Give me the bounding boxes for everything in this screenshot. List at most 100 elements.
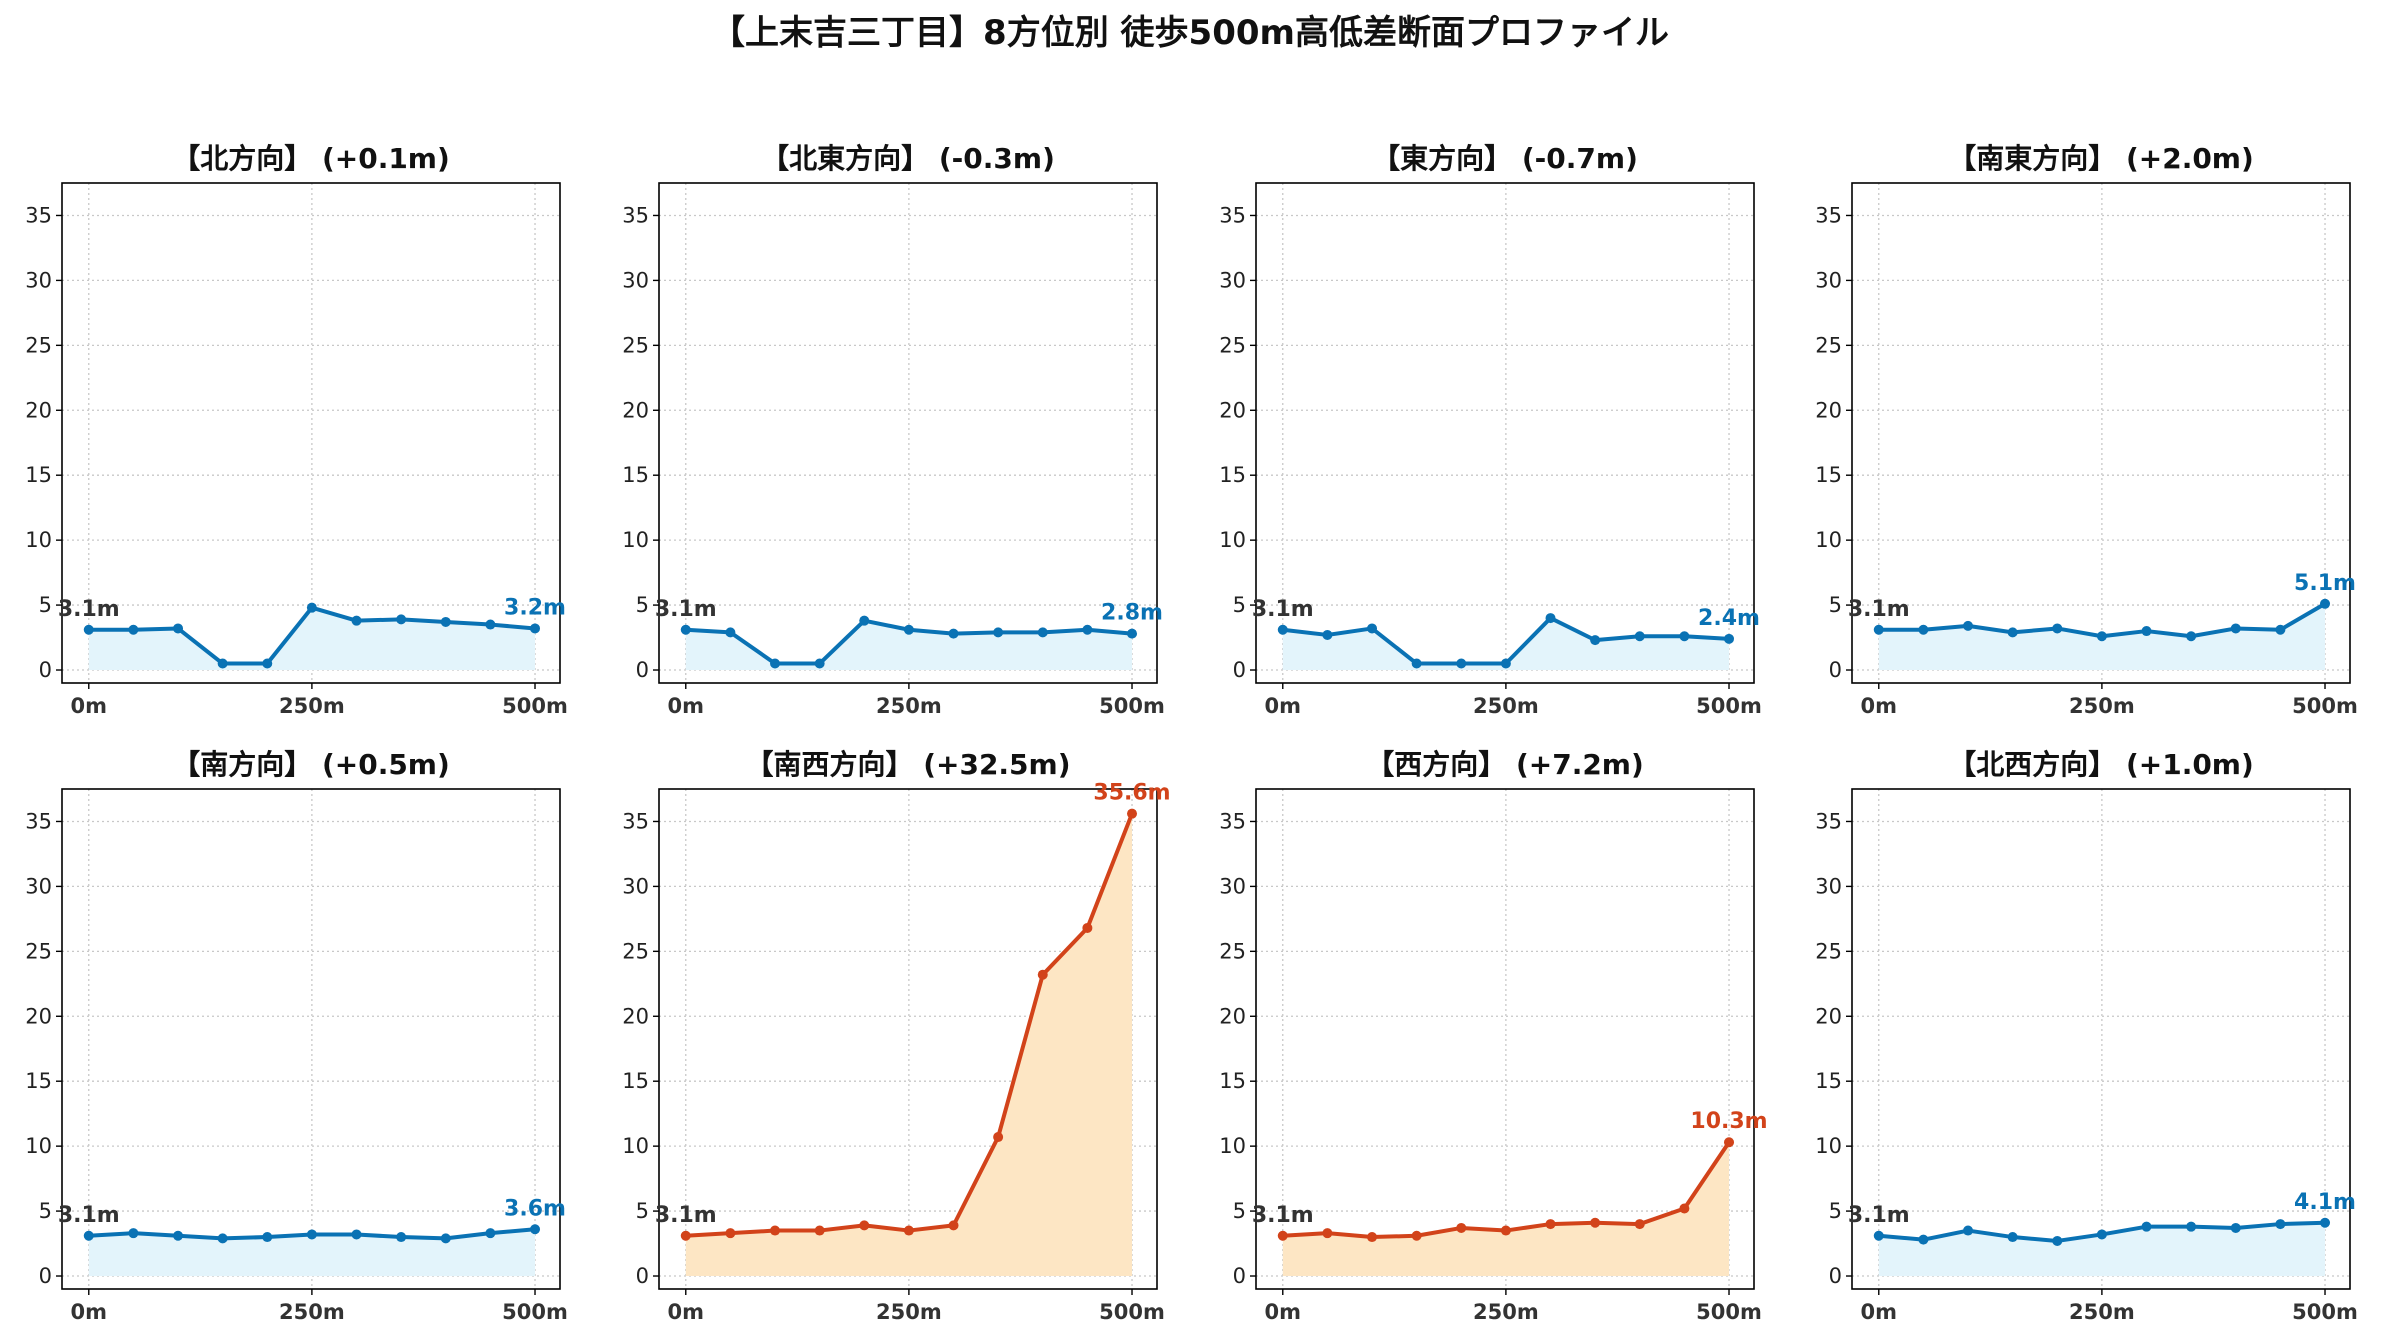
elevation-point bbox=[2186, 1221, 2197, 1232]
x-tick-label: 0m bbox=[71, 694, 108, 718]
plot-frame bbox=[1255, 182, 1755, 684]
y-tick-label: 25 bbox=[1815, 939, 1842, 963]
start-elevation-label: 3.1m bbox=[1252, 597, 1314, 622]
x-tick-label: 500m bbox=[502, 694, 568, 718]
profile-panel-7: 【西方向】 (+7.2m) 0 5 10 15 20 25 30 35 0m 250m 500m 3.1… bbox=[1219, 748, 1767, 1324]
elevation-point bbox=[770, 658, 781, 669]
elevation-area bbox=[88, 607, 536, 671]
elevation-point bbox=[440, 616, 451, 627]
y-tick-label: 0 bbox=[39, 1264, 52, 1288]
elevation-point bbox=[814, 1225, 825, 1236]
x-tick-label: 250m bbox=[279, 1300, 345, 1324]
elevation-point bbox=[485, 619, 496, 630]
elevation-point bbox=[351, 615, 362, 626]
x-tick-label: 250m bbox=[876, 694, 942, 718]
y-tick-label: 15 bbox=[25, 463, 52, 487]
start-elevation-label: 3.1m bbox=[655, 597, 717, 622]
y-tick-label: 10 bbox=[1815, 528, 1842, 552]
end-elevation-label: 10.3m bbox=[1690, 1109, 1767, 1134]
elevation-point bbox=[2141, 626, 2152, 637]
elevation-point bbox=[725, 1228, 736, 1239]
elevation-point bbox=[903, 624, 914, 635]
profile-panel-8: 【北西方向】 (+1.0m) 0 5 10 15 20 25 30 35 0m 250m 500m 3.… bbox=[1815, 748, 2358, 1324]
plot-frame bbox=[658, 788, 1158, 1290]
profile-panel-3: 【東方向】 (-0.7m) 0 5 10 15 20 25 30 35 0m 250m 500m 3.1… bbox=[1219, 142, 1762, 718]
elevation-point bbox=[306, 602, 317, 613]
end-elevation-label: 35.6m bbox=[1093, 781, 1170, 806]
y-tick-label: 20 bbox=[1815, 1004, 1842, 1028]
panel-title: 【東方向】 (-0.7m) bbox=[1372, 142, 1638, 175]
elevation-point bbox=[2052, 623, 2063, 634]
elevation-point bbox=[1277, 1230, 1288, 1241]
plot-frame bbox=[1255, 788, 1755, 1290]
y-tick-label: 0 bbox=[1829, 658, 1842, 682]
elevation-point bbox=[680, 624, 691, 635]
elevation-point bbox=[1963, 620, 1974, 631]
end-elevation-label: 2.4m bbox=[1698, 606, 1760, 631]
figure-title: 【上末吉三丁目】8方位別 徒歩500m高低差断面プロファイル bbox=[711, 13, 1669, 53]
plot-frame bbox=[61, 788, 561, 1290]
y-tick-label: 15 bbox=[1815, 1069, 1842, 1093]
x-tick-label: 250m bbox=[876, 1300, 942, 1324]
x-tick-label: 250m bbox=[2069, 694, 2135, 718]
elevation-point bbox=[173, 623, 184, 634]
y-tick-label: 35 bbox=[1815, 203, 1842, 227]
y-tick-label: 25 bbox=[622, 939, 649, 963]
y-tick-label: 0 bbox=[636, 1264, 649, 1288]
y-tick-label: 0 bbox=[39, 658, 52, 682]
x-tick-label: 500m bbox=[1696, 694, 1762, 718]
elevation-point bbox=[1545, 613, 1556, 624]
start-elevation-label: 3.1m bbox=[1848, 597, 1910, 622]
elevation-point bbox=[1634, 1219, 1645, 1230]
elevation-point bbox=[2320, 1217, 2331, 1228]
y-tick-label: 10 bbox=[25, 528, 52, 552]
elevation-point bbox=[1322, 1228, 1333, 1239]
elevation-point bbox=[262, 658, 273, 669]
elevation-point bbox=[1873, 1230, 1884, 1241]
y-tick-label: 20 bbox=[1219, 1004, 1246, 1028]
panel-title: 【北方向】 (+0.1m) bbox=[172, 142, 450, 175]
elevation-point bbox=[2096, 1229, 2107, 1240]
y-tick-label: 20 bbox=[622, 1004, 649, 1028]
elevation-point bbox=[217, 658, 228, 669]
elevation-point bbox=[1411, 1230, 1422, 1241]
x-tick-label: 0m bbox=[1265, 694, 1302, 718]
elevation-point bbox=[993, 627, 1004, 638]
elevation-point bbox=[351, 1229, 362, 1240]
elevation-area bbox=[88, 1229, 536, 1277]
elevation-point bbox=[2230, 1222, 2241, 1233]
elevation-point bbox=[680, 1230, 691, 1241]
elevation-point bbox=[1873, 624, 1884, 635]
elevation-point bbox=[1724, 1137, 1735, 1148]
y-tick-label: 35 bbox=[25, 809, 52, 833]
y-tick-label: 30 bbox=[622, 874, 649, 898]
panel-title: 【南西方向】 (+32.5m) bbox=[745, 748, 1070, 781]
elevation-point bbox=[306, 1229, 317, 1240]
elevation-point bbox=[948, 1220, 959, 1231]
elevation-point bbox=[1082, 624, 1093, 635]
elevation-point bbox=[262, 1232, 273, 1243]
elevation-point bbox=[1127, 808, 1138, 819]
elevation-area bbox=[685, 813, 1133, 1277]
profile-panel-1: 【北方向】 (+0.1m) 0 5 10 15 20 25 30 35 0m 250m 500m 3.1… bbox=[25, 142, 568, 718]
panel-title: 【南方向】 (+0.5m) bbox=[172, 748, 450, 781]
y-tick-label: 20 bbox=[1219, 398, 1246, 422]
elevation-point bbox=[725, 627, 736, 638]
y-tick-label: 15 bbox=[622, 463, 649, 487]
y-tick-label: 5 bbox=[1233, 1199, 1246, 1223]
end-elevation-label: 3.2m bbox=[504, 595, 566, 620]
x-tick-label: 500m bbox=[502, 1300, 568, 1324]
panel-title: 【北東方向】 (-0.3m) bbox=[761, 142, 1055, 175]
elevation-point bbox=[396, 1232, 407, 1243]
x-tick-label: 250m bbox=[2069, 1300, 2135, 1324]
elevation-point bbox=[993, 1132, 1004, 1143]
elevation-point bbox=[2275, 1219, 2286, 1230]
elevation-point bbox=[2052, 1235, 2063, 1246]
y-tick-label: 20 bbox=[25, 398, 52, 422]
elevation-point bbox=[440, 1233, 451, 1244]
y-tick-label: 5 bbox=[636, 593, 649, 617]
profile-panel-6: 【南西方向】 (+32.5m) 0 5 10 15 20 25 30 35 0m 250m 500m 3… bbox=[622, 748, 1170, 1324]
elevation-point bbox=[128, 1228, 139, 1239]
y-tick-label: 35 bbox=[1219, 809, 1246, 833]
